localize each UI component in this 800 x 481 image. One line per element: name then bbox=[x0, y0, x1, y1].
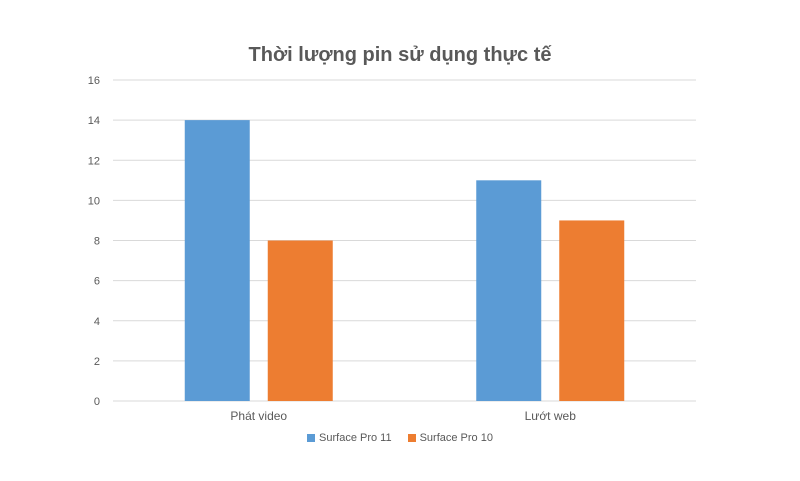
bar-surface-pro-10-0 bbox=[267, 240, 333, 401]
y-tick-label: 2 bbox=[94, 356, 100, 368]
y-tick-label: 10 bbox=[88, 195, 100, 207]
legend: Surface Pro 11 Surface Pro 10 bbox=[0, 432, 800, 444]
bar-surface-pro-11-0 bbox=[184, 120, 250, 401]
bar-surface-pro-11-1 bbox=[476, 180, 542, 401]
legend-swatch bbox=[407, 434, 416, 442]
x-category-label: Phát video bbox=[230, 409, 287, 423]
y-tick-label: 8 bbox=[94, 236, 100, 248]
bar-surface-pro-10-1 bbox=[559, 220, 625, 401]
legend-label: Surface Pro 11 bbox=[319, 432, 392, 444]
y-tick-label: 6 bbox=[94, 276, 100, 288]
x-category-label: Lướt web bbox=[525, 409, 577, 423]
y-tick-label: 16 bbox=[88, 75, 100, 87]
legend-item: Surface Pro 11 bbox=[307, 432, 392, 444]
legend-item: Surface Pro 10 bbox=[407, 432, 493, 444]
legend-label: Surface Pro 10 bbox=[419, 432, 493, 444]
y-tick-label: 14 bbox=[88, 115, 100, 127]
chart-title: Thời lượng pin sử dụng thực tế bbox=[248, 44, 552, 66]
y-tick-label: 0 bbox=[94, 396, 100, 408]
legend-swatch bbox=[307, 434, 316, 442]
y-tick-label: 12 bbox=[88, 155, 100, 167]
y-tick-label: 4 bbox=[94, 316, 100, 328]
